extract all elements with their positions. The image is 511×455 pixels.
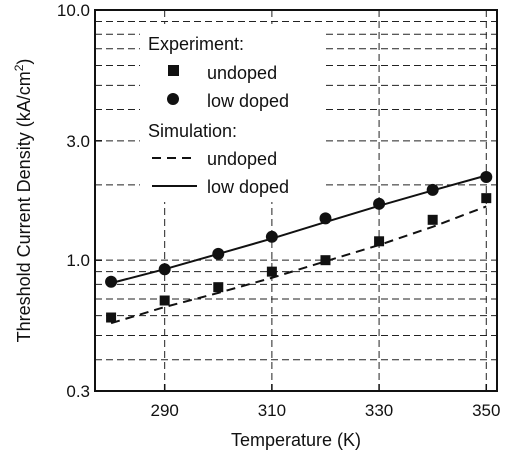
legend-swatch-circle-marker [167,93,179,105]
y-tick-label: 0.3 [66,382,90,401]
data-point-undoped [481,193,492,204]
legend-label-simulation-undoped: undoped [207,149,277,169]
y-tick-label: 3.0 [66,132,90,151]
legend-swatches [152,65,197,187]
data-point-low-doped [373,197,386,210]
data-point-undoped [106,312,117,323]
data-point-low-doped [319,212,332,225]
x-tick-label: 350 [472,401,500,420]
data-point-low-doped [426,183,439,196]
x-tick-label: 330 [365,401,393,420]
legend-label-simulation-low-doped: low doped [207,177,289,197]
legend-heading-experiment: Experiment: [148,34,244,54]
data-point-low-doped [480,171,493,184]
series-line-simulation-undoped [110,205,487,325]
data-point-low-doped [212,247,225,260]
x-tick-label: 310 [258,401,286,420]
y-axis-title-suffix: ) [14,59,34,65]
data-point-low-doped [265,230,278,243]
y-tick-label: 1.0 [66,251,90,270]
legend-background [140,24,322,202]
data-point-undoped [266,266,277,277]
legend: Experiment: undoped low doped Simulation… [140,24,322,202]
legend-heading-simulation: Simulation: [148,121,237,141]
legend-label-experiment-undoped: undoped [207,63,277,83]
legend-swatch-square-marker [168,65,179,76]
y-axis-title-main: Threshold Current Density (kA/cm [14,71,34,342]
x-axis-title: Temperature (K) [231,430,361,450]
data-point-low-doped [105,275,118,288]
y-axis-title-superscript: 2 [12,64,26,71]
data-point-undoped [159,295,170,306]
data-series [105,171,493,325]
y-tick-label: 10.0 [57,1,90,20]
y-axis-title: Threshold Current Density (kA/cm2) [12,59,34,343]
series-line-simulation-low-doped [110,174,487,285]
data-point-undoped [213,282,224,293]
data-point-undoped [320,255,331,266]
data-point-low-doped [158,263,171,276]
x-tick-label: 290 [150,401,178,420]
data-point-undoped [374,236,385,247]
axis-ticks: 0.3 1.0 3.0 10.0 290 310 330 350 [57,1,501,420]
data-point-undoped [427,214,438,225]
legend-label-experiment-low-doped: low doped [207,91,289,111]
plot-frame [94,9,498,392]
